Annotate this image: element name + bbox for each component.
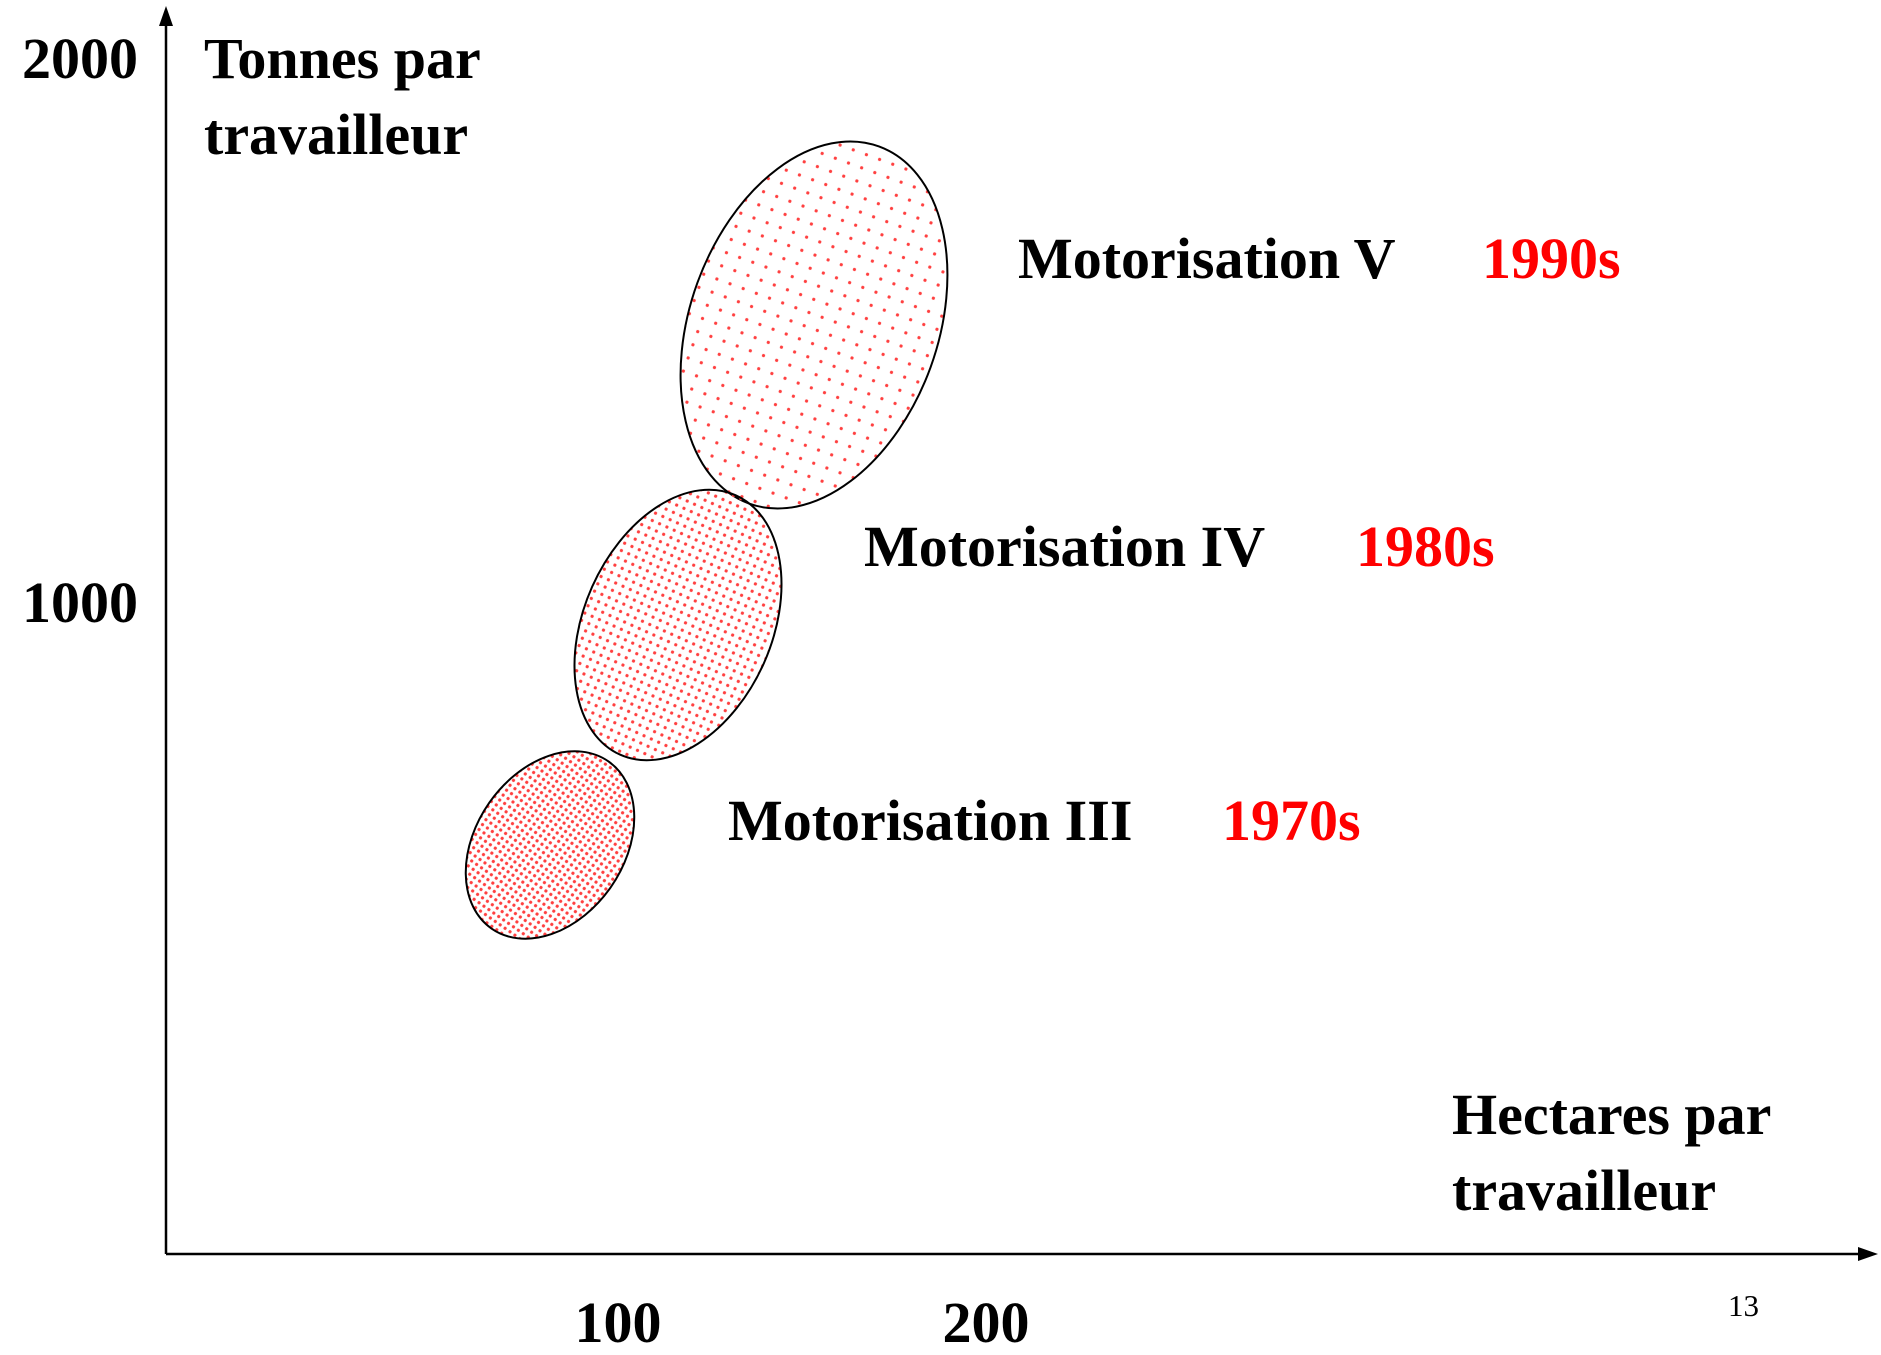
y-axis-label: travailleur bbox=[204, 102, 468, 167]
region-label: Motorisation III bbox=[728, 788, 1132, 853]
y-tick-label: 2000 bbox=[22, 26, 138, 91]
region-decade: 1970s bbox=[1222, 788, 1361, 853]
region-decade: 1980s bbox=[1356, 514, 1495, 579]
x-tick-label: 200 bbox=[943, 1290, 1030, 1355]
region-iv bbox=[573, 488, 783, 762]
y-axis-label: Tonnes par bbox=[204, 26, 481, 91]
y-tick-label: 1000 bbox=[22, 570, 138, 635]
region-iii bbox=[464, 750, 636, 940]
x-axis-label: travailleur bbox=[1452, 1158, 1716, 1223]
page-number: 13 bbox=[1728, 1288, 1759, 1323]
region-label: Motorisation V bbox=[1018, 226, 1396, 291]
x-axis-arrow bbox=[1858, 1247, 1878, 1261]
x-axis-label: Hectares par bbox=[1452, 1082, 1771, 1147]
region-label: Motorisation IV bbox=[864, 514, 1265, 579]
region-decade: 1990s bbox=[1482, 226, 1621, 291]
x-tick-label: 100 bbox=[575, 1290, 662, 1355]
region-v bbox=[679, 140, 949, 510]
y-axis-arrow bbox=[159, 6, 173, 26]
